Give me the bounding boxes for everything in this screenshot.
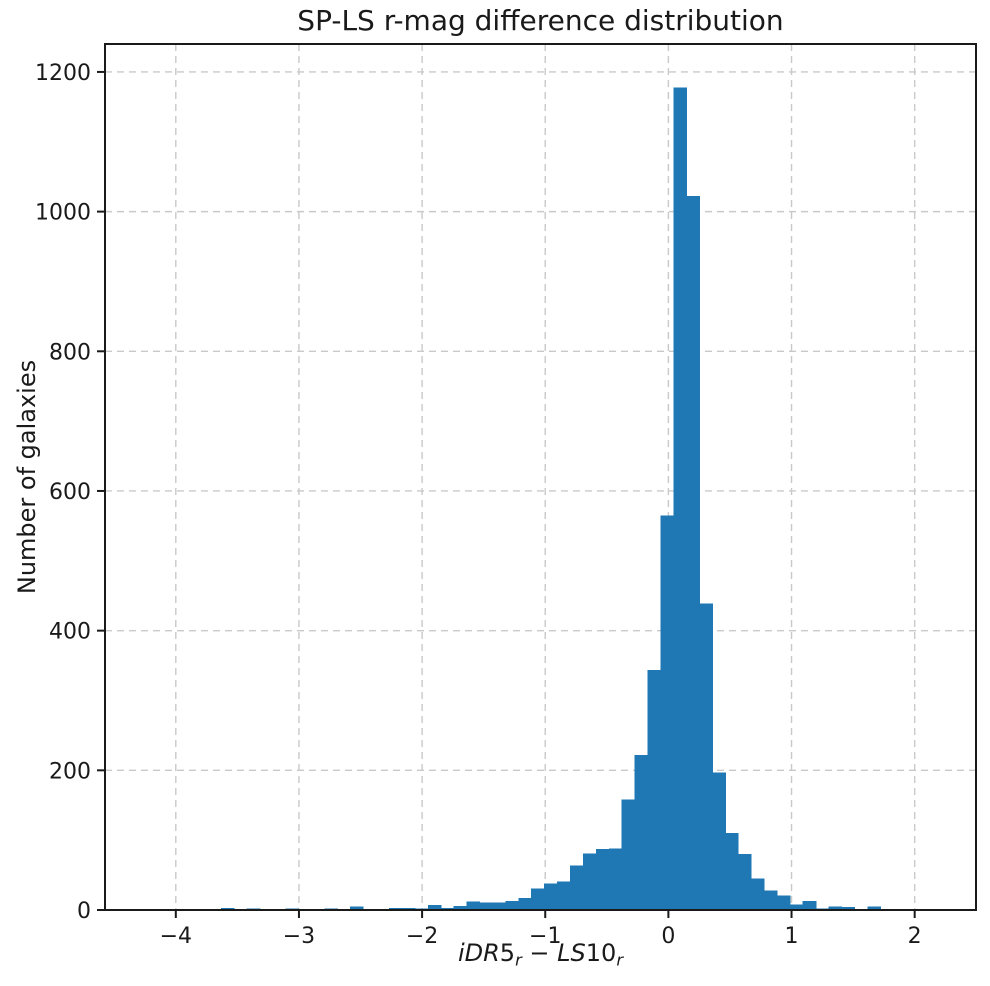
histogram-bar: [647, 669, 662, 910]
histogram-bar: [466, 901, 481, 910]
x-axis-label-part: LS: [557, 939, 586, 967]
histogram-bar: [557, 881, 571, 910]
histogram-bar: [350, 906, 364, 910]
x-axis-label-part: −: [521, 939, 558, 967]
histogram-bar: [505, 900, 519, 910]
histogram-bar: [660, 515, 675, 910]
x-axis-label-part: 5: [499, 939, 516, 967]
histogram-bar: [440, 907, 455, 910]
x-axis-label-part: r: [515, 950, 522, 970]
histogram-bar: [751, 878, 765, 910]
histogram-bar: [388, 907, 403, 910]
histogram-bar: [608, 848, 623, 910]
histogram-bar: [518, 898, 532, 910]
x-axis-label-part: 10: [585, 939, 617, 967]
x-tick-label: 0: [661, 924, 675, 949]
plot-border: [104, 43, 977, 911]
histogram-bar: [634, 754, 649, 910]
y-tick-label: 0: [77, 899, 91, 924]
x-tick-label: 1: [785, 924, 799, 949]
histogram-bar: [492, 902, 506, 910]
y-tick-label: 600: [49, 480, 91, 505]
histogram-bar: [725, 833, 739, 910]
histogram-bar: [427, 905, 442, 910]
x-tick-label: −4: [160, 924, 192, 949]
histogram-bar: [776, 895, 791, 910]
y-axis-label: Number of galaxies: [13, 359, 41, 595]
histogram-bar: [673, 87, 687, 911]
x-tick-label: −1: [529, 924, 561, 949]
x-axis-label-part: r: [616, 950, 624, 970]
histogram-bar: [544, 883, 558, 910]
x-tick-label: −2: [406, 924, 438, 949]
histogram-bar: [569, 865, 584, 910]
histogram-bar: [401, 907, 416, 910]
chart-title: SP-LS r-mag difference distribution: [297, 4, 784, 37]
histogram-bar: [582, 853, 597, 910]
y-tick-label: 1200: [35, 61, 91, 86]
histogram-bar: [738, 854, 752, 910]
histogram-bar: [686, 196, 700, 910]
y-tick-label: 200: [49, 759, 91, 784]
histogram-bar: [699, 603, 713, 910]
histogram-bar: [220, 907, 235, 910]
histogram-bar: [453, 905, 468, 910]
histogram-bar: [531, 888, 545, 910]
histogram-bar: [479, 902, 494, 910]
histogram-bar: [802, 900, 817, 910]
y-tick-label: 800: [49, 340, 91, 365]
histogram-bar: [828, 906, 843, 910]
histogram-bar: [841, 907, 856, 910]
x-tick-label: −3: [283, 924, 315, 949]
histogram-bar: [595, 849, 610, 910]
x-axis-label: iDR5r − LS10r: [105, 938, 976, 976]
histogram-bar: [789, 904, 804, 910]
x-axis-label-part: iDR: [457, 939, 500, 967]
y-tick-label: 1000: [35, 201, 91, 226]
histogram-bar: [621, 799, 636, 910]
y-tick-label: 400: [49, 620, 91, 645]
histogram-bar: [712, 772, 726, 910]
histogram-bar: [867, 906, 881, 910]
x-tick-label: 2: [908, 924, 922, 949]
histogram-bar: [763, 890, 778, 910]
